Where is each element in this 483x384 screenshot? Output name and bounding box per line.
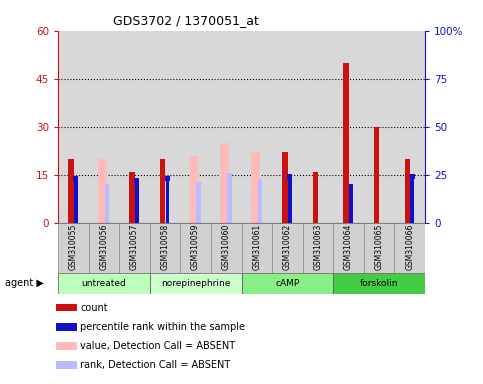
Bar bbox=[349, 186, 353, 223]
Bar bbox=[88, 223, 119, 273]
Text: norepinephrine: norepinephrine bbox=[161, 279, 230, 288]
Bar bbox=[56, 323, 77, 331]
Bar bbox=[257, 179, 262, 223]
Text: untreated: untreated bbox=[82, 279, 126, 288]
Bar bbox=[135, 180, 139, 223]
Bar bbox=[56, 342, 77, 350]
Text: GSM310063: GSM310063 bbox=[313, 224, 323, 270]
Bar bbox=[242, 223, 272, 273]
Bar bbox=[220, 143, 229, 223]
Text: forskolin: forskolin bbox=[360, 279, 398, 288]
Text: rank, Detection Call = ABSENT: rank, Detection Call = ABSENT bbox=[80, 360, 230, 370]
Bar bbox=[303, 223, 333, 273]
Text: count: count bbox=[80, 303, 108, 313]
Bar bbox=[56, 361, 77, 369]
Text: GDS3702 / 1370051_at: GDS3702 / 1370051_at bbox=[113, 14, 259, 27]
Bar bbox=[166, 179, 170, 223]
Text: agent ▶: agent ▶ bbox=[5, 278, 43, 288]
Bar bbox=[73, 176, 78, 181]
Text: GSM310056: GSM310056 bbox=[99, 224, 108, 270]
Bar bbox=[333, 273, 425, 294]
Bar bbox=[56, 304, 77, 311]
Bar bbox=[343, 63, 349, 223]
Bar bbox=[242, 273, 333, 294]
Bar bbox=[129, 172, 135, 223]
Bar bbox=[190, 156, 199, 223]
Bar bbox=[333, 223, 364, 273]
Text: GSM310062: GSM310062 bbox=[283, 224, 292, 270]
Bar bbox=[74, 179, 78, 223]
Text: GSM310066: GSM310066 bbox=[405, 224, 414, 270]
Bar bbox=[313, 172, 318, 223]
Text: GSM310055: GSM310055 bbox=[69, 224, 78, 270]
Bar bbox=[165, 176, 170, 181]
Bar bbox=[98, 159, 107, 223]
Text: cAMP: cAMP bbox=[275, 279, 299, 288]
Text: value, Detection Call = ABSENT: value, Detection Call = ABSENT bbox=[80, 341, 235, 351]
Text: GSM310057: GSM310057 bbox=[130, 224, 139, 270]
Text: GSM310059: GSM310059 bbox=[191, 224, 200, 270]
Bar bbox=[150, 223, 180, 273]
Bar bbox=[288, 177, 292, 223]
Bar bbox=[197, 182, 201, 223]
Text: GSM310058: GSM310058 bbox=[160, 224, 170, 270]
Bar bbox=[58, 223, 88, 273]
Bar bbox=[411, 177, 414, 223]
Bar bbox=[287, 174, 292, 179]
Text: GSM310065: GSM310065 bbox=[375, 224, 384, 270]
Text: GSM310060: GSM310060 bbox=[222, 224, 231, 270]
Bar bbox=[364, 223, 395, 273]
Bar bbox=[227, 173, 231, 223]
Text: GSM310064: GSM310064 bbox=[344, 224, 353, 270]
Bar bbox=[272, 223, 303, 273]
Bar bbox=[160, 159, 165, 223]
Text: GSM310061: GSM310061 bbox=[252, 224, 261, 270]
Bar bbox=[282, 152, 288, 223]
Bar bbox=[180, 223, 211, 273]
Bar bbox=[395, 223, 425, 273]
Bar bbox=[68, 159, 73, 223]
Text: percentile rank within the sample: percentile rank within the sample bbox=[80, 322, 245, 332]
Bar bbox=[251, 152, 259, 223]
Bar bbox=[134, 178, 139, 183]
Bar bbox=[119, 223, 150, 273]
Bar bbox=[349, 184, 354, 189]
Bar bbox=[410, 174, 414, 179]
Bar bbox=[105, 184, 109, 223]
Bar bbox=[150, 273, 242, 294]
Bar bbox=[405, 159, 410, 223]
Bar bbox=[58, 273, 150, 294]
Bar bbox=[374, 127, 380, 223]
Bar bbox=[211, 223, 242, 273]
